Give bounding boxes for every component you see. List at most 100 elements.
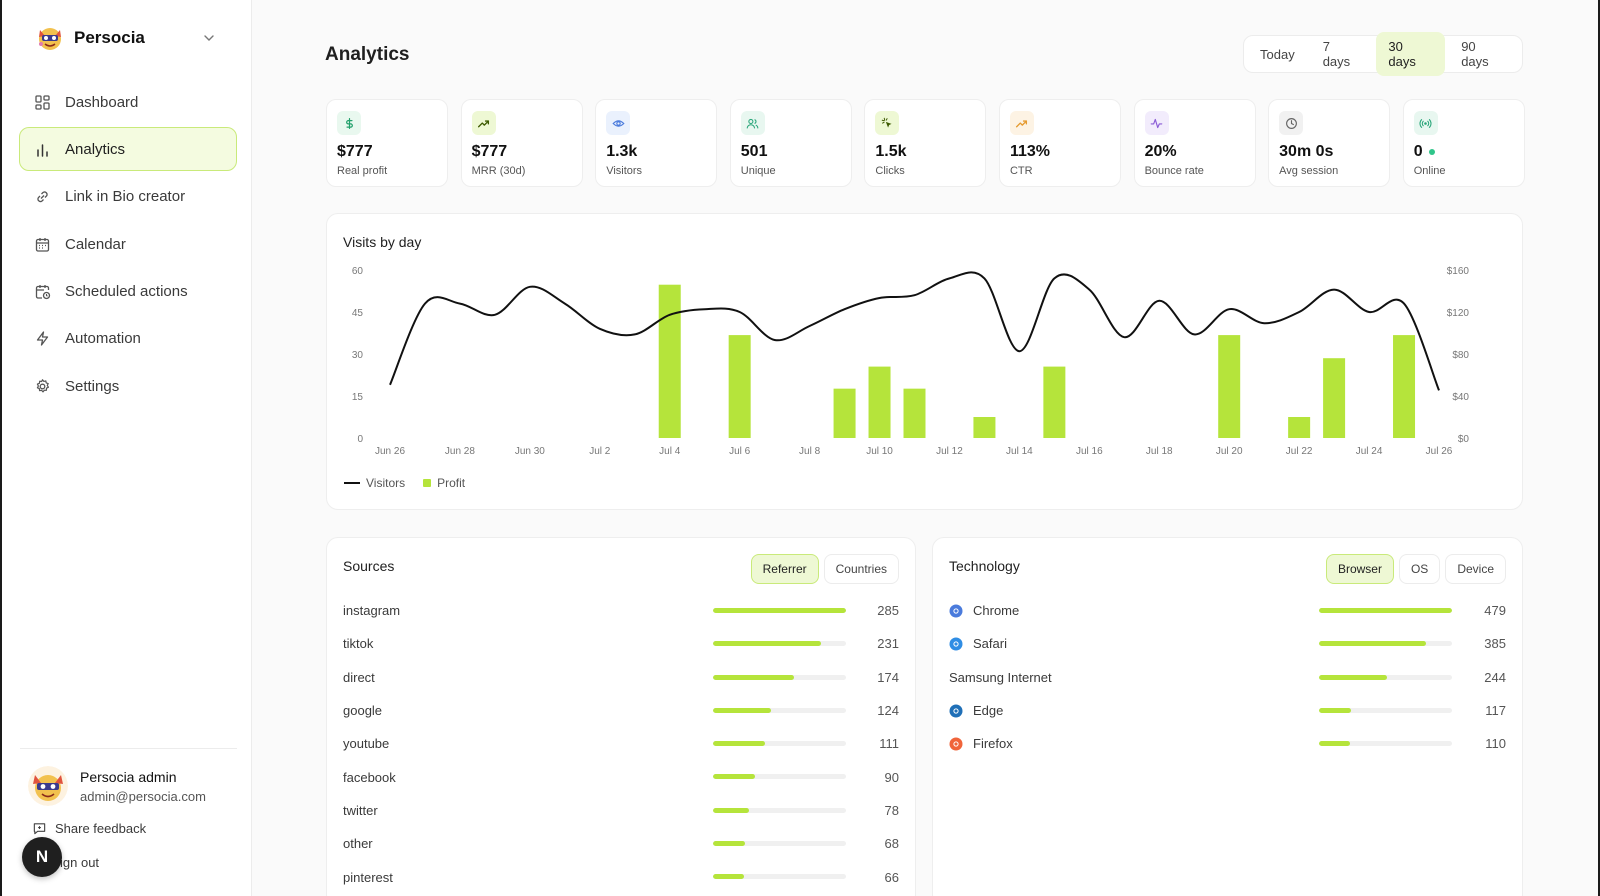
chart-legend: Visitors Profit — [344, 476, 465, 490]
list-item[interactable]: Safari 385 — [949, 627, 1506, 660]
sidebar-item-automation[interactable]: Automation — [19, 317, 237, 361]
profit-bar[interactable] — [728, 335, 751, 438]
list-item[interactable]: youtube 111 — [343, 727, 899, 760]
list-item-bar — [713, 641, 846, 647]
edge-icon — [949, 704, 963, 718]
sidebar-item-analytics[interactable]: Analytics — [19, 127, 237, 172]
brand-switcher[interactable]: Persocia — [36, 24, 145, 52]
stat-value: 30m 0s — [1279, 143, 1334, 160]
profit-bar[interactable] — [833, 388, 856, 438]
list-item[interactable]: pinterest 66 — [343, 860, 899, 893]
list-item-count: 66 — [884, 869, 899, 885]
stat-value-wrap: 1.3k — [606, 143, 637, 161]
sign-out-link[interactable]: ign out — [60, 855, 99, 870]
sidebar: Persocia Dashboard Analytics Link in Bio c… — [2, 0, 252, 896]
y-right-tick-label: $120 — [1447, 308, 1470, 319]
list-item[interactable]: google 124 — [343, 694, 899, 727]
user-name: Persocia admin — [80, 768, 177, 785]
x-tick-label: Jul 12 — [936, 446, 963, 457]
profit-bar[interactable] — [903, 388, 926, 438]
list-item-label: twitter — [343, 802, 378, 818]
profit-bar[interactable] — [1323, 358, 1346, 438]
sidebar-item-settings[interactable]: Settings — [19, 364, 237, 408]
y-left-tick-label: 0 — [357, 434, 363, 445]
tab-browser[interactable]: Browser — [1325, 554, 1394, 584]
profit-bar[interactable] — [1393, 335, 1416, 438]
list-item[interactable]: Chrome 479 — [949, 594, 1506, 627]
x-tick-label: Jul 6 — [729, 446, 751, 457]
sidebar-item-label: Dashboard — [65, 93, 139, 111]
profit-bar[interactable] — [973, 417, 996, 438]
sidebar-item-dashboard[interactable]: Dashboard — [19, 80, 237, 124]
list-item-bar-fill — [713, 774, 755, 780]
list-item[interactable]: Firefox 110 — [949, 727, 1506, 760]
list-item[interactable]: direct 174 — [343, 661, 899, 694]
range-option-today[interactable]: Today — [1260, 46, 1295, 62]
stat-icon-badge — [1009, 111, 1034, 135]
list-item[interactable]: twitter 78 — [343, 794, 899, 827]
avatar-image — [28, 766, 68, 806]
list-item[interactable]: other 68 — [343, 827, 899, 860]
profit-bar[interactable] — [658, 284, 681, 438]
list-item-label: other — [343, 836, 373, 852]
chevron-down-icon[interactable] — [202, 31, 216, 45]
profit-bar[interactable] — [1218, 335, 1241, 438]
tab-referrer[interactable]: Referrer — [750, 554, 819, 584]
list-item-count: 68 — [884, 836, 899, 852]
list-item-bar — [713, 774, 846, 780]
list-item[interactable]: facebook 90 — [343, 760, 899, 793]
tab-countries[interactable]: Countries — [823, 554, 899, 584]
range-option-7-days[interactable]: 7 days — [1322, 39, 1351, 69]
dev-tools-badge[interactable]: N — [22, 837, 62, 877]
stat-value: 0 — [1413, 143, 1423, 160]
stat-icon-badge — [337, 111, 361, 135]
zap-icon — [36, 331, 49, 347]
list-item-count: 111 — [879, 736, 899, 752]
y-left-tick-label: 30 — [352, 350, 364, 361]
tab-os[interactable]: OS — [1398, 554, 1441, 584]
user-profile[interactable]: Persocia admin admin@persocia.com — [28, 766, 206, 806]
range-option-30-days[interactable]: 30 days — [1376, 32, 1446, 76]
list-item[interactable]: instagram 285 — [343, 594, 899, 627]
calendar-clock-icon — [35, 285, 51, 300]
legend-line-swatch — [344, 482, 360, 484]
trend-up-icon — [1016, 119, 1028, 127]
legend-bar-swatch — [423, 479, 432, 487]
sidebar-item-scheduled-actions[interactable]: Scheduled actions — [19, 270, 237, 314]
legend-profit: Profit — [423, 476, 465, 490]
list-item-count: 90 — [884, 769, 899, 785]
list-item[interactable]: Samsung Internet 244 — [949, 661, 1506, 694]
sidebar-item-calendar[interactable]: Calendar — [19, 222, 237, 266]
list-item-label: tiktok — [343, 636, 374, 652]
legend-visitors-label: Visitors — [366, 476, 406, 490]
brand-name: Persocia — [74, 28, 145, 47]
calendar-icon — [35, 237, 50, 252]
list-item-label: Samsung Internet — [949, 669, 1052, 685]
list-item-label-wrap: Edge — [949, 703, 1003, 718]
stat-card-bounce-rate: 20% Bounce rate — [1133, 99, 1256, 187]
list-item-bar — [713, 807, 846, 813]
y-right-tick-label: $40 — [1452, 392, 1469, 403]
list-item[interactable]: tiktok 231 — [343, 627, 899, 660]
sign-out-label: ign out — [60, 855, 100, 870]
sidebar-item-link-in-bio-creator[interactable]: Link in Bio creator — [19, 175, 237, 219]
stat-value: 20% — [1144, 143, 1177, 160]
profit-bar[interactable] — [868, 366, 891, 438]
list-item-bar-fill — [713, 608, 846, 613]
list-item-label-wrap: instagram — [343, 603, 400, 618]
profit-bar[interactable] — [1043, 366, 1066, 438]
stat-label: Clicks — [875, 165, 905, 177]
list-item-label-wrap: facebook — [343, 770, 396, 785]
list-item[interactable]: Edge 117 — [949, 694, 1506, 727]
persocia-logo — [39, 28, 61, 50]
stat-value-wrap: 30m 0s — [1279, 143, 1333, 161]
stat-icon-badge — [1413, 111, 1438, 135]
profit-bar[interactable] — [1288, 417, 1311, 438]
list-item-bar — [713, 608, 846, 613]
share-feedback-link[interactable]: Share feedback — [32, 821, 146, 836]
tab-device[interactable]: Device — [1445, 554, 1506, 584]
list-item-count: 110 — [1485, 736, 1506, 752]
list-item-bar-fill — [713, 707, 771, 713]
range-option-90-days[interactable]: 90 days — [1461, 39, 1489, 69]
stat-card-avg-session: 30m 0s Avg session — [1268, 99, 1391, 187]
